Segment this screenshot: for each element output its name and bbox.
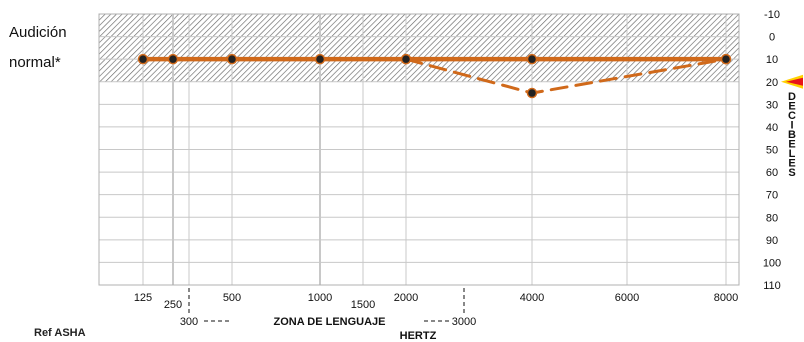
y-axis-label-letter: D xyxy=(788,91,796,103)
x-tick-label: 300 xyxy=(180,316,198,328)
y-tick-label: 50 xyxy=(766,145,778,157)
y-tick-label: 20 xyxy=(766,77,778,89)
y-axis-label-letter: E xyxy=(788,139,795,151)
x-tick-label: 6000 xyxy=(615,292,639,304)
x-tick-label: 3000 xyxy=(452,316,476,328)
x-tick-label: 500 xyxy=(223,292,241,304)
y-tick-label: 40 xyxy=(766,122,778,134)
y-tick-label: 110 xyxy=(763,280,781,292)
y-axis-label-letter: E xyxy=(788,101,795,113)
y-tick-label: 10 xyxy=(766,54,778,66)
data-point xyxy=(314,53,326,65)
data-point xyxy=(720,53,732,65)
data-point xyxy=(526,53,538,65)
x-tick-label: 125 xyxy=(134,292,152,304)
x-tick-label: 8000 xyxy=(714,292,738,304)
x-tick-label: 250 xyxy=(164,299,182,311)
normal-hearing-label-line1: Audición xyxy=(9,24,67,41)
data-point xyxy=(226,53,238,65)
y-tick-label: 0 xyxy=(769,32,775,44)
y-tick-label: 80 xyxy=(766,212,778,224)
x-tick-label: 2000 xyxy=(394,292,418,304)
data-point xyxy=(400,53,412,65)
reference-label: Ref ASHA xyxy=(34,327,86,339)
y-tick-label: 100 xyxy=(763,257,781,269)
y-axis-label-letter: E xyxy=(788,158,795,170)
x-tick-label: 1500 xyxy=(351,299,375,311)
x-axis-label: HERTZ xyxy=(400,330,437,342)
x-tick-label: 1000 xyxy=(308,292,332,304)
y-axis-label-letter: S xyxy=(788,167,795,179)
data-point xyxy=(167,53,179,65)
y-tick-label: -10 xyxy=(764,9,780,21)
data-point xyxy=(526,87,538,99)
y-tick-label: 60 xyxy=(766,167,778,179)
y-tick-label: 90 xyxy=(766,235,778,247)
data-point xyxy=(137,53,149,65)
x-tick-label: 4000 xyxy=(520,292,544,304)
speech-zone-label: ZONA DE LENGUAJE xyxy=(273,316,385,328)
plot-frame xyxy=(98,13,740,286)
y-axis-label-letter: C xyxy=(788,110,796,122)
y-axis-label-letter: L xyxy=(789,148,796,160)
normal-hearing-label-line2: normal* xyxy=(9,54,61,71)
y-tick-label: 70 xyxy=(766,190,778,202)
y-tick-label: 30 xyxy=(766,99,778,111)
y-axis-label-letter: I xyxy=(790,120,793,132)
y-axis-label-letter: B xyxy=(788,129,796,141)
normal-hearing-zone xyxy=(99,14,739,82)
reference-marker xyxy=(786,77,803,86)
